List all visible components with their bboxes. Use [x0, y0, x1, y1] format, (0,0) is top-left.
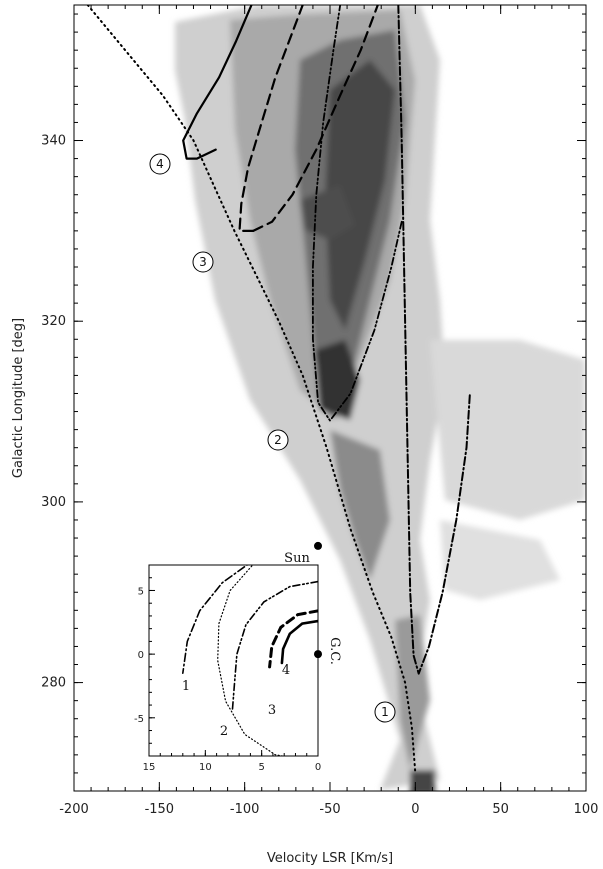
sun-label: Sun	[284, 551, 310, 566]
svg-text:3: 3	[199, 255, 207, 269]
inset-arm-5	[280, 619, 318, 665]
x-tick-label: -50	[319, 802, 340, 817]
inset-frame	[148, 564, 319, 757]
x-tick-label: 0	[411, 802, 419, 817]
x-tick-label: -100	[230, 802, 260, 817]
x-axis-label: Velocity LSR [Km/s]	[267, 851, 393, 866]
galactic-center-label: G.C.	[327, 637, 342, 665]
series-line-1	[86, 5, 417, 774]
inset-x-tick-label: 5	[258, 762, 264, 773]
inset-panel: 15 10 5 0 -5 0 5 1 2 3 4 Sun G.C.	[134, 541, 342, 773]
annotation-1: 1	[374, 701, 396, 723]
x-tick-label: -150	[145, 802, 175, 817]
annotation-2: 2	[267, 429, 289, 451]
inset-arm-1	[182, 565, 249, 674]
inset-arm-4	[268, 609, 318, 669]
series-line-5	[182, 5, 253, 160]
inset-y-tick-label: 5	[138, 586, 144, 597]
series-line-3	[238, 5, 304, 232]
y-tick-label: 300	[41, 495, 66, 510]
inset-label-4: 4	[282, 663, 290, 678]
inset-label-3: 3	[268, 703, 276, 718]
inset-x-tick-label: 10	[199, 762, 212, 773]
svg-text:4: 4	[156, 157, 164, 171]
inset-arm-2	[217, 565, 286, 756]
inset-y-tick-label: 0	[138, 650, 144, 661]
svg-text:2: 2	[274, 433, 282, 447]
inset-x-tick-label: 15	[143, 762, 156, 773]
y-tick-label: 320	[41, 314, 66, 329]
inset-axes: 15 10 5 0 -5 0 5	[134, 564, 321, 773]
inset-label-1: 1	[182, 679, 190, 694]
x-tick-label: 50	[492, 802, 509, 817]
inset-label-2: 2	[220, 724, 228, 739]
main-series	[86, 5, 471, 774]
y-axis-label: Galactic Longitude [deg]	[11, 318, 26, 478]
y-tick-label: 280	[41, 676, 66, 691]
annotation-4: 4	[149, 153, 171, 175]
series-line-6	[397, 5, 471, 675]
x-axis: -200 -150 -100 -50 0 50 100	[59, 5, 598, 817]
inset-y-tick-label: -5	[134, 714, 144, 725]
annotation-3: 3	[192, 251, 214, 273]
inset-arm-3	[231, 580, 318, 711]
svg-text:1: 1	[381, 705, 389, 719]
sun-marker	[314, 541, 322, 550]
inset-points	[314, 541, 322, 659]
inset-series	[182, 565, 318, 756]
x-tick-label: 100	[574, 802, 599, 817]
y-tick-label: 340	[41, 134, 66, 149]
x-tick-label: -200	[59, 802, 89, 817]
series-line-4	[252, 5, 379, 232]
emission-map	[175, 5, 585, 791]
galactic-center-marker	[314, 650, 322, 659]
series-line-2	[312, 5, 403, 422]
inset-x-tick-label: 0	[315, 762, 321, 773]
